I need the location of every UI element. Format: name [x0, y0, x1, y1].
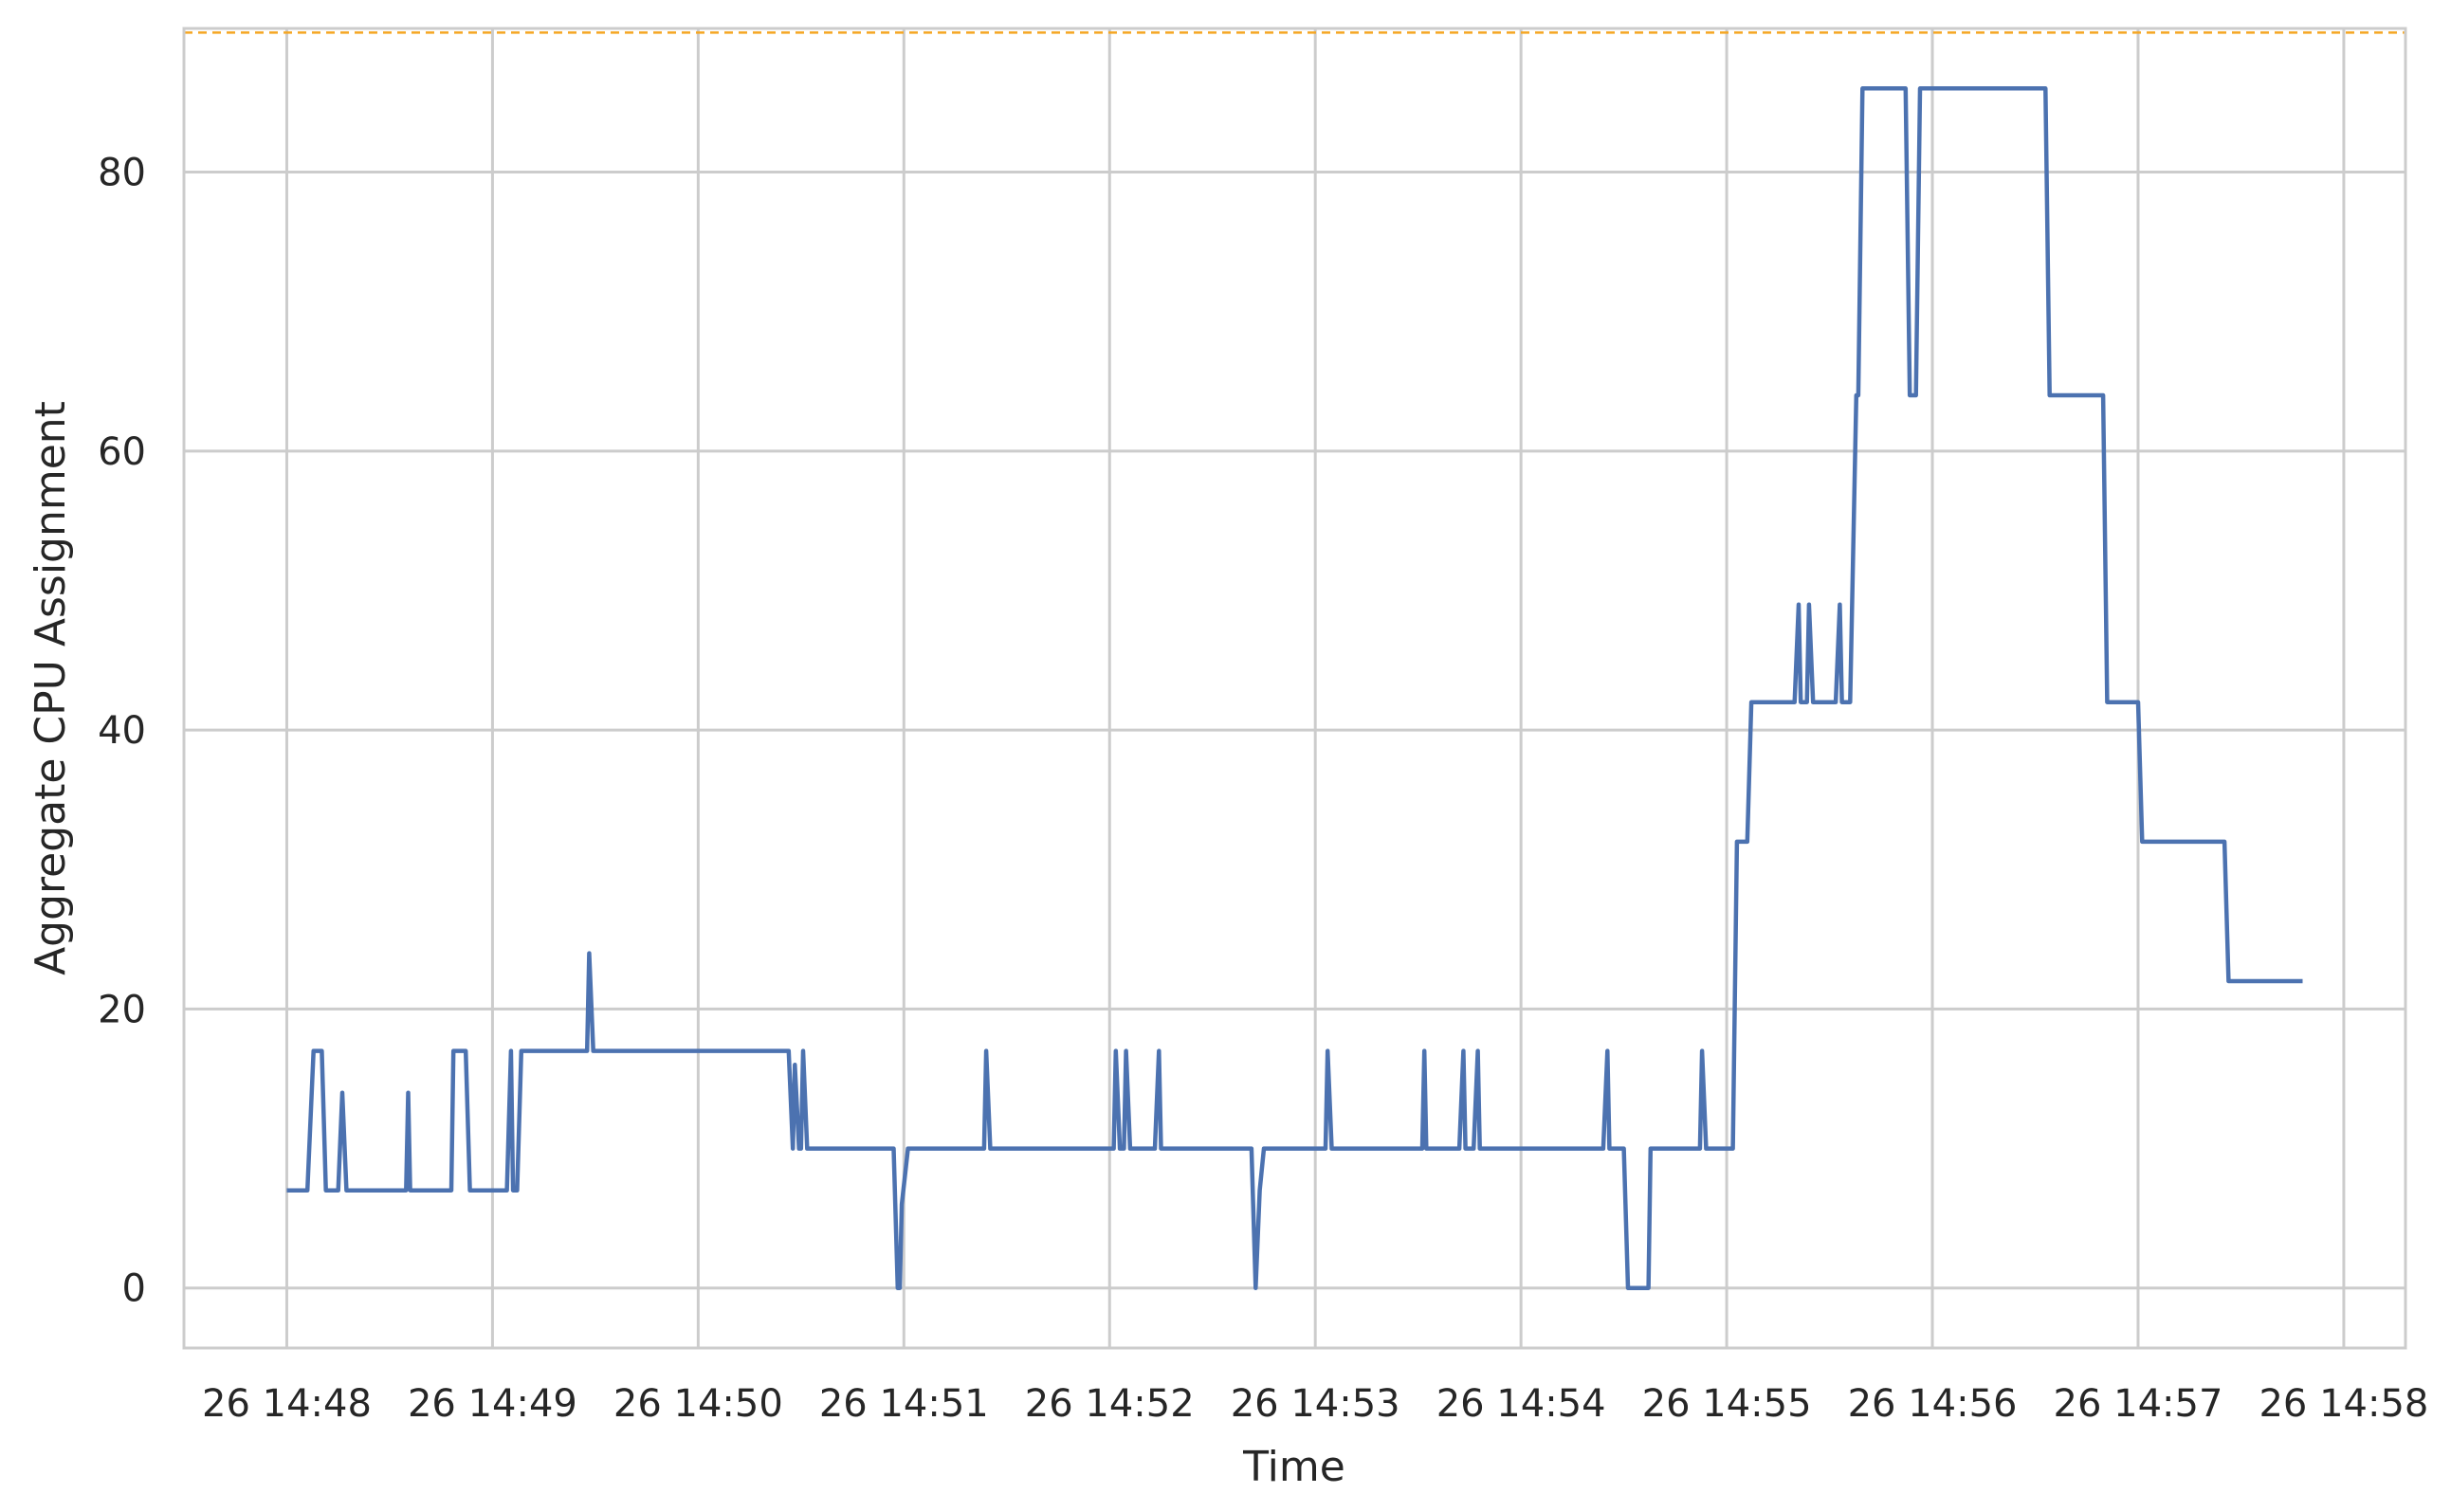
x-tick-label: 26 14:57 [2054, 1382, 2223, 1426]
x-tick-label: 26 14:55 [1642, 1382, 1812, 1426]
x-tick-label: 26 14:58 [2259, 1382, 2428, 1426]
y-axis-title: Aggregate CPU Assignment [27, 401, 75, 975]
y-tick-label: 40 [98, 709, 146, 753]
x-tick-label: 26 14:48 [202, 1382, 372, 1426]
series-line [286, 86, 2303, 1290]
x-tick-label: 26 14:52 [1025, 1382, 1195, 1426]
y-tick-label: 80 [98, 152, 146, 195]
x-tick-label: 26 14:56 [1848, 1382, 2018, 1426]
x-tick-label: 26 14:54 [1436, 1382, 1606, 1426]
x-tick-label: 26 14:50 [613, 1382, 783, 1426]
plot-background [184, 28, 2405, 1348]
x-tick-label: 26 14:53 [1231, 1382, 1400, 1426]
x-axis-ticks: 26 14:48 26 14:49 26 14:50 26 14:51 26 14:52… [202, 1382, 2428, 1426]
y-tick-label: 20 [98, 988, 146, 1031]
x-axis-title: Time [1242, 1443, 1345, 1491]
y-axis-ticks: 0 20 40 60 80 [98, 152, 146, 1311]
plot-frame [182, 27, 2407, 1350]
y-tick-label: 0 [122, 1267, 146, 1311]
x-tick-label: 26 14:49 [408, 1382, 577, 1426]
x-tick-label: 26 14:51 [819, 1382, 989, 1426]
grid [184, 28, 2405, 1348]
y-tick-label: 60 [98, 430, 146, 474]
